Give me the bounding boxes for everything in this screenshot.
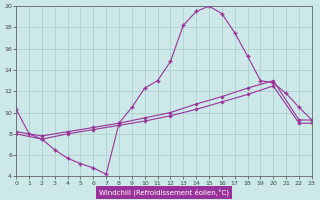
X-axis label: Windchill (Refroidissement éolien,°C): Windchill (Refroidissement éolien,°C) bbox=[99, 188, 229, 196]
